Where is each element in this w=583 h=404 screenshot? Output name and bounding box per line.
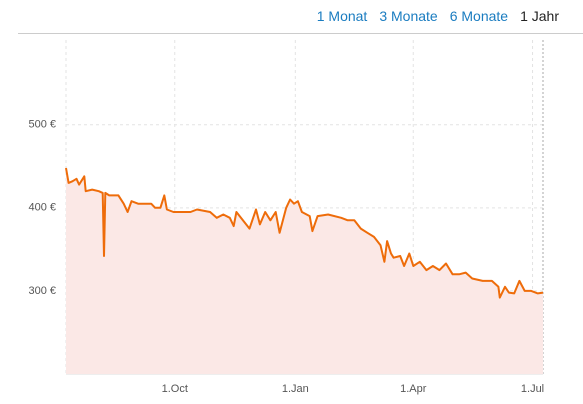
x-tick-label: 1.Jan — [282, 383, 309, 395]
x-tick-label: 1.Jul — [521, 383, 544, 395]
range-tab[interactable]: 1 Monat — [316, 8, 368, 24]
range-tab[interactable]: 6 Monate — [449, 8, 509, 24]
range-tab[interactable]: 3 Monate — [379, 8, 438, 24]
price-line — [65, 167, 544, 299]
range-tab[interactable]: 1 Jahr — [520, 8, 559, 24]
x-tick-label: 1.Apr — [400, 383, 427, 395]
x-tick-label: 1.Oct — [162, 383, 188, 395]
y-tick-label: 300 € — [28, 285, 56, 297]
y-tick-label: 400 € — [28, 202, 56, 214]
y-tick-label: 500 € — [28, 119, 56, 131]
area — [66, 168, 543, 374]
range-tabs: 1 Monat 3 Monate 6 Monate 1 Jahr — [305, 8, 559, 24]
